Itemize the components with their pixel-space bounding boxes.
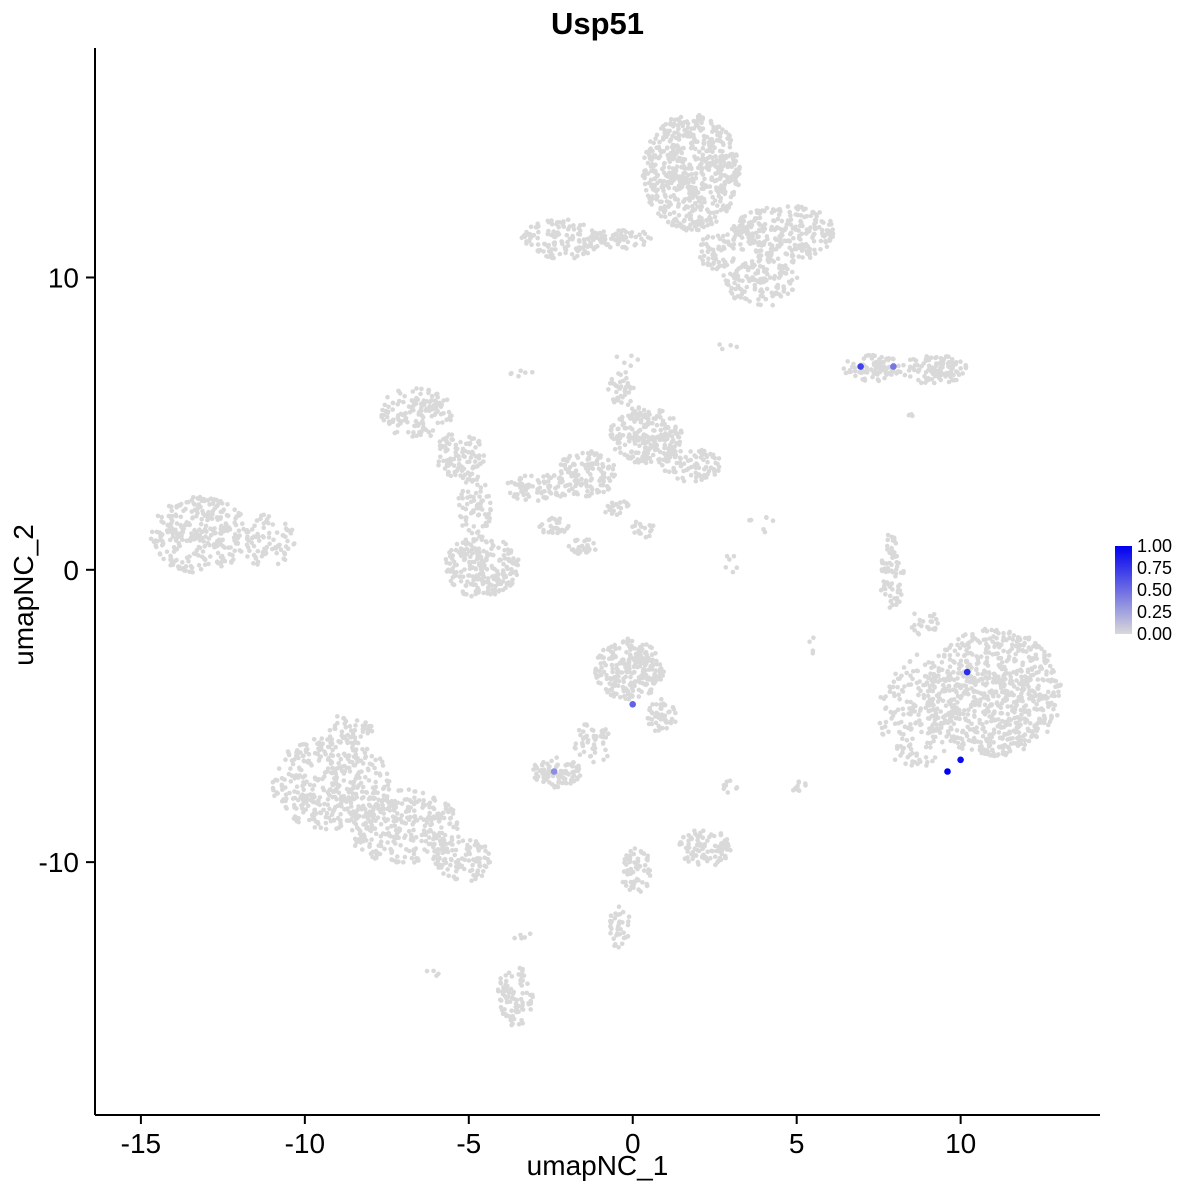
legend-tick-label: 0.50	[1137, 580, 1173, 600]
legend-tick-label: 0.00	[1137, 624, 1173, 644]
legend-gradient-bar	[1115, 546, 1132, 634]
expressing-cell-point	[944, 768, 951, 775]
y-tick-label: 0	[63, 555, 79, 586]
x-tick-label: -10	[285, 1128, 325, 1159]
axis-ticks: -15 -10 -5 0 5 10 -10 0 10	[39, 262, 977, 1159]
x-tick-label: 0	[625, 1128, 641, 1159]
y-tick-label: -10	[39, 847, 79, 878]
legend-tick-label: 0.75	[1137, 558, 1173, 578]
axes	[94, 48, 1100, 1116]
expression-legend: 1.00 0.75 0.50 0.25 0.00	[1108, 536, 1200, 644]
background-points	[148, 112, 1063, 1028]
expressing-cell-point	[629, 701, 636, 708]
expressing-cell-point	[963, 668, 971, 676]
x-tick-label: -5	[456, 1128, 481, 1159]
expressing-cell-point	[550, 768, 558, 775]
plot-title: Usp51	[550, 6, 645, 41]
x-tick-label: -15	[121, 1128, 161, 1159]
x-tick-label: 5	[789, 1128, 805, 1159]
expressing-cell-point	[890, 363, 897, 370]
legend-tick-label: 1.00	[1137, 536, 1173, 556]
expressing-cell-point	[857, 363, 864, 370]
expressing-points	[550, 363, 971, 775]
x-axis-label: umapNC_1	[526, 1150, 669, 1181]
expressing-cell-point	[957, 756, 964, 764]
y-tick-label: 10	[48, 262, 79, 293]
x-tick-label: 10	[945, 1128, 976, 1159]
y-axis-label: umapNC_2	[8, 524, 39, 666]
legend-tick-label: 0.25	[1137, 602, 1173, 622]
